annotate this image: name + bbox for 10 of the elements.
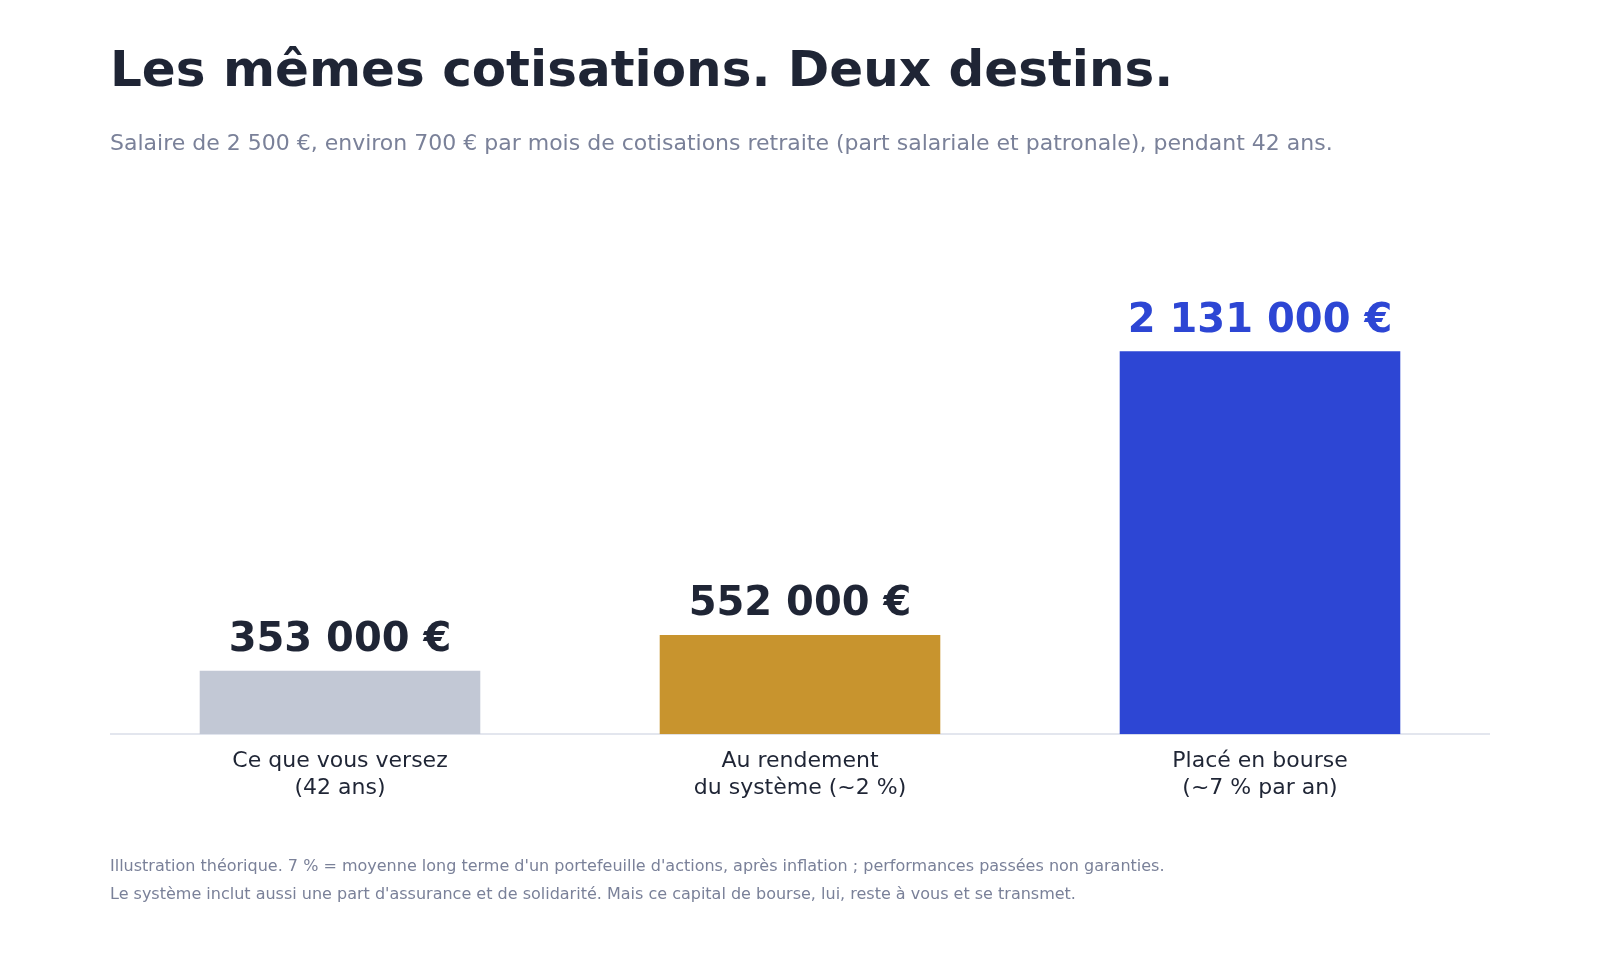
- x-tick-label: Placé en bourse (~7 % par an): [1172, 747, 1348, 799]
- x-tick-label: Au rendement du système (~2 %): [693, 747, 907, 799]
- data-label: 353 000 €: [228, 614, 452, 661]
- data-label: 552 000 €: [688, 578, 912, 625]
- data-label: 2 131 000 €: [1127, 294, 1393, 341]
- chart-subtitle: Salaire de 2 500 €, environ 700 € par mois de cotisations retraite (part salariale et patronale), pendant 42 ans.: [110, 130, 1333, 155]
- x-tick-label: Ce que vous versez (42 ans): [232, 747, 448, 799]
- text: Illustration théorique. 7 % = moyenne long terme d'un portefeuille d'actions, après inflation ; performances passées non garanties.: [110, 855, 1165, 877]
- text: Le système inclut aussi une part d'assurance et de solidarité. Mais ce capital de bourse, lui, reste à vous et se transmet.: [110, 883, 1077, 905]
- chart-title: Les mêmes cotisations. Deux destins.: [110, 40, 1174, 98]
